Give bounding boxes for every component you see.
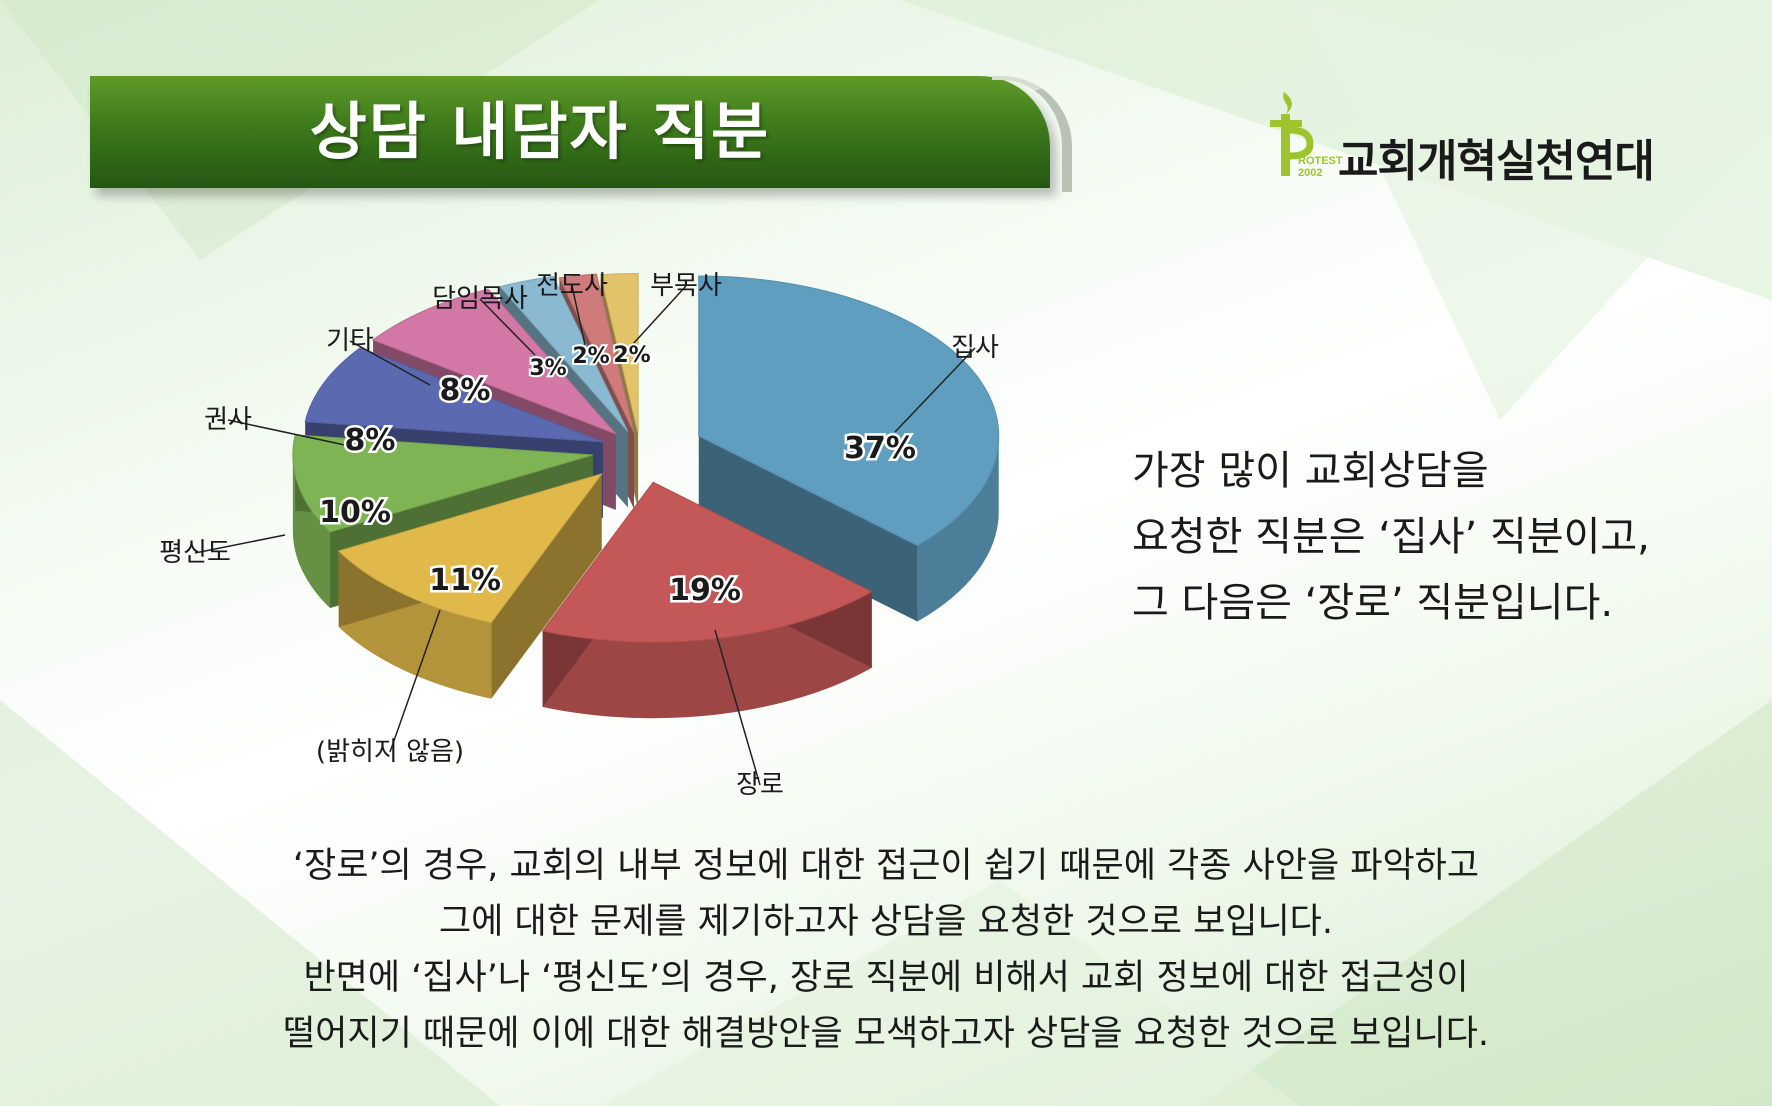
slice-label-6: 담임목사 — [432, 284, 528, 314]
slice-value-2: 11% — [429, 563, 501, 598]
pie-slice-6 — [499, 275, 629, 432]
leader-line-6 — [479, 298, 536, 356]
protest-logo-icon: ROTEST 2002 — [1270, 92, 1343, 179]
pie-slice-4 — [304, 347, 603, 443]
slice-wall-3 — [292, 454, 330, 609]
slice-label-1: 장로 — [736, 770, 784, 800]
slice-value-1: 19% — [669, 573, 741, 608]
slice-label-4: 권사 — [204, 405, 252, 435]
analysis-line-2: 그에 대한 문제를 제기하고자 상담을 요청한 것으로 보입니다. — [438, 902, 1333, 942]
slice-value-6: 3% — [529, 356, 566, 381]
summary-line-3: 그 다음은 ‘장로’ 직분입니다. — [1132, 580, 1614, 626]
slice-label-5: 기타 — [326, 326, 374, 356]
logo-mark-text-2: 2002 — [1298, 167, 1322, 179]
pie-slice-1 — [541, 481, 873, 643]
leader-line-1 — [714, 629, 761, 786]
logo-mark-text-1: ROTEST — [1298, 155, 1343, 167]
pie-slice-2 — [337, 473, 603, 624]
slice-wall-1 — [542, 591, 872, 719]
analysis-line-1: ‘장로’의 경우, 교회의 내부 정보에 대한 접근이 쉽기 때문에 각종 사안… — [292, 846, 1480, 886]
leader-line-2 — [389, 609, 441, 753]
analysis-line-4: 떨어지기 때문에 이에 대한 해결방안을 모색하고자 상담을 요청한 것으로 보… — [282, 1014, 1490, 1054]
pie-slice-5 — [372, 288, 617, 435]
slice-wall-0 — [917, 436, 999, 622]
slice-value-4: 8% — [345, 423, 396, 458]
pie-chart: 집사 37% 장로 19% (밝히지 않음) 11% 평신도 10% 권사 8% 기타 8% 담임목사 3… — [159, 271, 1000, 800]
summary-text: 가장 많이 교회상담을 요청한 직분은 ‘집사’ 직분이고, 그 다음은 ‘장로… — [1132, 438, 1752, 636]
slice-cut-0-1 — [698, 436, 918, 622]
leader-line-8 — [631, 285, 687, 346]
analysis-text: ‘장로’의 경우, 교회의 내부 정보에 대한 접근이 쉽기 때문에 각종 사안… — [80, 838, 1692, 1062]
slice-value-7: 2% — [572, 344, 609, 369]
leader-line-3 — [194, 534, 286, 554]
slice-value-5: 8% — [440, 373, 491, 408]
organization-logo: ROTEST 2002 — [1262, 84, 1662, 184]
slice-label-2: (밝히지 않음) — [316, 737, 464, 767]
pie-slice-0 — [698, 275, 1000, 547]
summary-line-2: 요청한 직분은 ‘집사’ 직분이고, — [1132, 514, 1650, 560]
leader-line-0 — [894, 347, 976, 433]
slice-label-8: 부목사 — [650, 271, 722, 301]
slice-label-7: 전도사 — [536, 271, 608, 301]
pie-slice-8 — [599, 273, 639, 434]
slice-value-3: 10% — [319, 495, 391, 530]
slice-value-8: 2% — [613, 343, 650, 368]
page-title: 상담 내담자 직분 — [309, 95, 771, 168]
summary-line-1: 가장 많이 교회상담을 — [1132, 448, 1489, 494]
analysis-line-3: 반면에 ‘집사’나 ‘평신도’의 경우, 장로 직분에 비해서 교회 정보에 대… — [303, 958, 1469, 998]
organization-name: 교회개혁실천연대 — [1338, 136, 1655, 187]
slice-value-0: 37% — [844, 431, 916, 466]
slice-label-3: 평신도 — [159, 538, 231, 568]
leader-line-7 — [571, 285, 586, 346]
pie-slice-3 — [292, 434, 593, 533]
slice-label-0: 집사 — [951, 333, 999, 363]
title-banner: 상담 내담자 직분 — [90, 76, 1072, 192]
leader-line-5 — [349, 340, 431, 386]
leader-line-4 — [227, 419, 346, 446]
